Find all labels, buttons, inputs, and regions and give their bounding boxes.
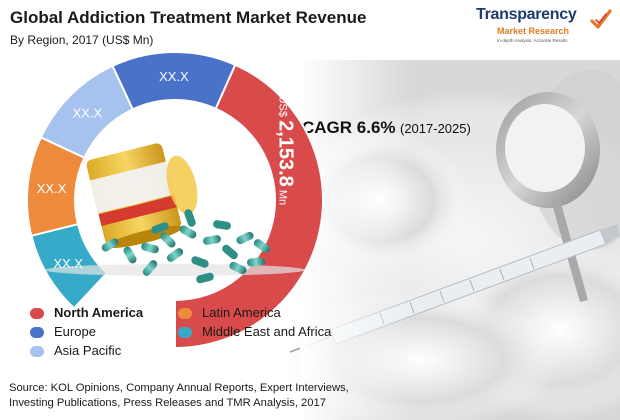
segment-label-asia-pacific: XX.X xyxy=(73,105,103,120)
legend-swatch xyxy=(30,308,44,319)
capsule-icon xyxy=(141,242,159,254)
svg-text:US$ 2,153.8 Mn: US$ 2,153.8 Mn xyxy=(274,96,296,206)
legend-label: Asia Pacific xyxy=(54,343,122,358)
cagr-value: CAGR 6.6% xyxy=(302,118,396,137)
capsule-icon xyxy=(229,261,247,275)
chart-legend: North America Latin America Europe Middle E… xyxy=(30,305,332,375)
capsule-icon xyxy=(222,244,238,260)
capsule-icon xyxy=(191,256,209,268)
chart-subtitle: By Region, 2017 (US$ Mn) xyxy=(10,33,154,47)
capsule-icon xyxy=(236,231,254,245)
segment-europe xyxy=(111,51,237,111)
segment-middle-east-and-africa xyxy=(30,222,109,310)
capsule-icon xyxy=(184,209,196,227)
legend-swatch xyxy=(30,327,44,338)
legend-swatch xyxy=(178,308,192,319)
capsule-icon xyxy=(247,257,265,267)
legend-label: Europe xyxy=(54,324,96,339)
cagr-callout: CAGR 6.6% (2017-2025) xyxy=(302,118,471,138)
legend-swatch xyxy=(178,327,192,338)
cagr-period: (2017-2025) xyxy=(399,121,471,136)
logo-tagline: In-depth Analysis. Accurate Results xyxy=(497,38,568,43)
capsule-icon xyxy=(123,246,137,264)
capsule-icon xyxy=(196,272,214,284)
capsule-icon xyxy=(166,248,184,262)
legend-label: Latin America xyxy=(202,305,281,320)
capsule-icon xyxy=(203,235,221,245)
capsule-icon xyxy=(213,220,231,230)
pills-illustration xyxy=(45,143,305,276)
label-prefix: US$ xyxy=(276,96,288,120)
segment-label-north-america: US$ 2,153.8 Mn xyxy=(274,96,296,206)
segment-north-america xyxy=(174,63,324,350)
chart-title: Global Addiction Treatment Market Revenu… xyxy=(10,8,367,27)
capsule-icon xyxy=(160,232,176,248)
segment-asia-pacific xyxy=(39,64,135,160)
segment-label-latin-america: XX.X xyxy=(37,181,67,196)
capsule-icon xyxy=(253,239,271,253)
segment-latin-america xyxy=(26,136,86,238)
capsule-icon xyxy=(179,225,197,239)
checkmark-icon xyxy=(590,9,612,29)
capsule-icon xyxy=(151,222,169,234)
capsule-icon xyxy=(142,260,158,276)
capsule-icon xyxy=(101,238,119,252)
segment-label-europe: XX.X xyxy=(159,69,189,84)
label-suffix: Mn xyxy=(276,187,288,205)
logo-line2: Market Research xyxy=(497,26,570,36)
legend-label: Middle East and Africa xyxy=(202,324,332,339)
legend-label: North America xyxy=(54,305,144,320)
segment-label-middle-east-and-africa: XX.X xyxy=(53,256,83,271)
source-note: Source: KOL Opinions, Company Annual Rep… xyxy=(9,382,349,409)
logo-line1: Transparency xyxy=(476,6,577,23)
label-value: 2,153.8 xyxy=(274,120,296,187)
legend-swatch xyxy=(30,346,44,357)
tmr-logo: Transparency Market Research In-depth An… xyxy=(476,6,614,56)
